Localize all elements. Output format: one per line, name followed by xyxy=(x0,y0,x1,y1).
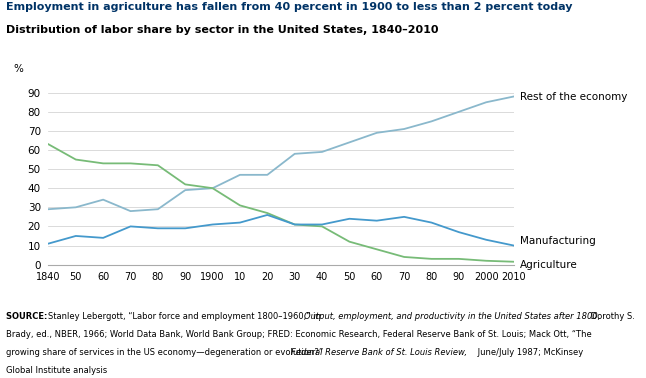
Text: SOURCE:: SOURCE: xyxy=(6,312,50,321)
Text: Rest of the economy: Rest of the economy xyxy=(520,91,627,102)
Text: Federal Reserve Bank of St. Louis Review,: Federal Reserve Bank of St. Louis Review… xyxy=(291,348,466,357)
Text: Global Institute analysis: Global Institute analysis xyxy=(6,366,108,375)
Text: Dorothy S.: Dorothy S. xyxy=(588,312,635,321)
Text: June/July 1987; McKinsey: June/July 1987; McKinsey xyxy=(475,348,583,357)
Text: growing share of services in the US economy—degeneration or evolution?”: growing share of services in the US econ… xyxy=(6,348,326,357)
Text: Employment in agriculture has fallen from 40 percent in 1900 to less than 2 perc: Employment in agriculture has fallen fro… xyxy=(6,2,573,12)
Text: Stanley Lebergott, “Labor force and employment 1800–1960,” in: Stanley Lebergott, “Labor force and empl… xyxy=(48,312,324,321)
Text: Manufacturing: Manufacturing xyxy=(520,236,596,246)
Text: Brady, ed., NBER, 1966; World Data Bank, World Bank Group; FRED: Economic Resear: Brady, ed., NBER, 1966; World Data Bank,… xyxy=(6,330,592,339)
Text: Distribution of labor share by sector in the United States, 1840–2010: Distribution of labor share by sector in… xyxy=(6,25,439,34)
Text: Output, employment, and productivity in the United States after 1800,: Output, employment, and productivity in … xyxy=(304,312,600,321)
Text: Agriculture: Agriculture xyxy=(520,260,578,270)
Text: %: % xyxy=(14,64,23,74)
